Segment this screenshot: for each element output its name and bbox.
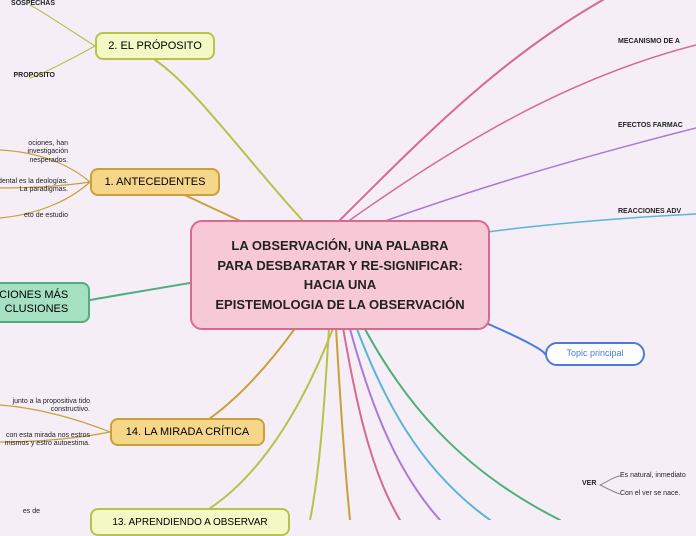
node-n14[interactable]: 14. LA MIRADA CRÍTICA <box>110 418 265 446</box>
leaf-5: ociones, han investigación nesperados. <box>0 140 68 165</box>
leaf-9: con esta mirada nos estros mismos y estr… <box>0 432 90 449</box>
leaf-11: VER <box>582 480 612 488</box>
node-topic[interactable]: Topic principal <box>545 342 645 366</box>
mindmap-canvas: LA OBSERVACIÓN, UNA PALABRAPARA DESBARAT… <box>0 0 696 520</box>
node-n13[interactable]: 13. APRENDIENDO A OBSERVAR <box>90 508 290 536</box>
leaf-8: junto a la propositiva tido constructivo… <box>0 398 90 415</box>
central-topic[interactable]: LA OBSERVACIÓN, UNA PALABRAPARA DESBARAT… <box>190 220 490 330</box>
leaf-6: idental es la deologías. La paradigmas. <box>0 178 68 195</box>
node-n2[interactable]: 2. EL PRÓPOSITO <box>95 32 215 60</box>
leaf-3: EFECTOS FARMAC <box>618 122 696 130</box>
leaf-12: Es natural, inmediato <box>620 472 696 480</box>
leaf-13: Con el ver se nace. <box>620 490 696 498</box>
leaf-10: es de <box>0 508 40 516</box>
leaf-0: SOSPECHAS <box>0 0 55 8</box>
leaf-7: eto de estudio <box>0 212 68 220</box>
leaf-2: MECANISMO DE A <box>618 38 696 46</box>
node-n15[interactable]: ACIONES MÁSCLUSIONES <box>0 282 90 323</box>
node-n1[interactable]: 1. ANTECEDENTES <box>90 168 220 196</box>
leaf-1: PROPOSITO <box>0 72 55 80</box>
leaf-4: REACCIONES ADV <box>618 208 696 216</box>
